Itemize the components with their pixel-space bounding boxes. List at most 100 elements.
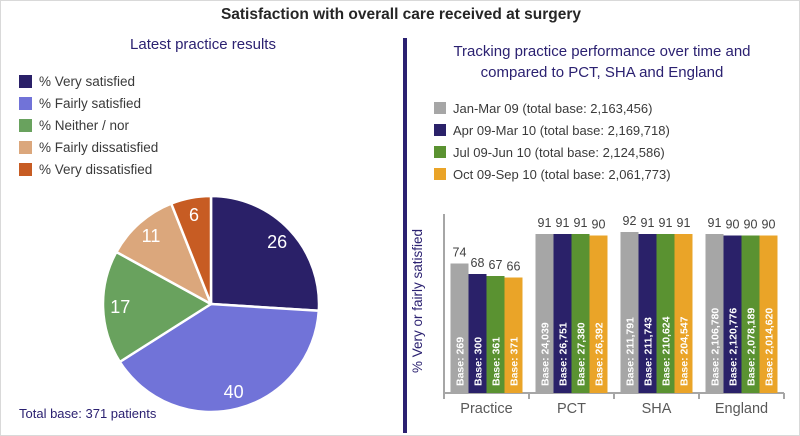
pie-legend-item: % Very satisfied [19, 70, 158, 92]
bar-legend-item: Jul 09-Jun 10 (total base: 2,124,586) [434, 141, 671, 163]
y-axis-title: % Very or fairly satisfied [411, 229, 425, 373]
legend-swatch-icon [434, 102, 446, 114]
pie-legend-label: % Neither / nor [39, 117, 130, 133]
bar-value-label: 91 [659, 216, 673, 230]
bar-base-label: Base: 26,751 [558, 322, 570, 386]
bar-panel-title-line2: compared to PCT, SHA and England [480, 64, 724, 81]
bar-value-label: 91 [641, 216, 655, 230]
bar-value-label: 90 [744, 218, 758, 232]
bar [759, 235, 778, 393]
legend-swatch-icon [434, 168, 446, 180]
bar [705, 233, 724, 394]
bar-panel-title: Tracking practice performance over time … [407, 41, 797, 83]
bar-base-label: Base: 26,392 [594, 322, 606, 386]
bar-legend-label: Jan-Mar 09 (total base: 2,163,456) [453, 100, 653, 116]
bar [468, 274, 487, 393]
panel-divider [403, 38, 407, 433]
pie-legend: % Very satisfied % Fairly satisfied % Neit… [19, 70, 158, 180]
bar-base-label: Base: 2,014,620 [764, 308, 776, 386]
bar-value-label: 91 [677, 216, 691, 230]
pie-legend-label: % Fairly dissatisfied [39, 139, 159, 155]
bar-legend-label: Jul 09-Jun 10 (total base: 2,124,586) [453, 144, 665, 160]
bar [674, 233, 693, 394]
pie-legend-item: % Fairly dissatisfied [19, 136, 158, 158]
pie-slice-label: 26 [267, 232, 287, 252]
bar-value-label: 90 [726, 218, 740, 232]
bar-base-label: Base: 361 [491, 337, 503, 386]
pie-panel-title: Latest practice results [130, 36, 276, 53]
pie-slice [101, 250, 213, 364]
bar-legend-item: Apr 09-Mar 10 (total base: 2,169,718) [434, 119, 671, 141]
pie-legend-label: % Very satisfied [39, 73, 136, 89]
bar [723, 235, 742, 393]
pie-legend-item: % Neither / nor [19, 114, 158, 136]
pie-legend-label: % Fairly satisfied [39, 95, 142, 111]
bar-base-label: Base: 2,120,776 [728, 308, 740, 386]
bar-base-label: Base: 269 [455, 337, 467, 386]
bar [656, 233, 675, 394]
pie-total-base: Total base: 371 patients [19, 406, 157, 421]
bar-base-label: Base: 210,624 [661, 316, 673, 386]
pie-slice-label: 11 [142, 226, 161, 246]
bar-value-label: 91 [538, 216, 552, 230]
bar-value-label: 66 [507, 260, 521, 274]
bar-value-label: 68 [471, 256, 485, 270]
legend-swatch-icon [19, 162, 32, 176]
category-label: PCT [557, 401, 586, 417]
bar-base-label: Base: 2,078,189 [746, 308, 758, 386]
bar [741, 235, 760, 393]
bar-base-label: Base: 27,380 [576, 322, 588, 386]
category-label: Practice [460, 401, 512, 417]
bar [486, 275, 505, 394]
bar [571, 233, 590, 394]
category-label: England [715, 401, 768, 417]
pie-slice-label: 40 [224, 382, 244, 402]
bar [504, 277, 523, 393]
bar [535, 233, 554, 394]
legend-swatch-icon [434, 124, 446, 136]
legend-swatch-icon [19, 118, 32, 132]
bar-legend-item: Oct 09-Sep 10 (total base: 2,061,773) [434, 163, 671, 185]
legend-swatch-icon [19, 96, 32, 110]
bar-value-label: 90 [592, 218, 606, 232]
bar-base-label: Base: 300 [473, 337, 485, 386]
bar-base-label: Base: 204,547 [679, 316, 691, 386]
category-label: SHA [642, 401, 672, 417]
bar-legend: Jan-Mar 09 (total base: 2,163,456) Apr 09… [434, 97, 671, 185]
pie-chart: 26 40 17 11 6 [101, 194, 321, 414]
pie-slice [169, 194, 213, 306]
bar-legend-label: Oct 09-Sep 10 (total base: 2,061,773) [453, 166, 671, 182]
bar-value-label: 91 [556, 216, 570, 230]
legend-swatch-icon [434, 146, 446, 158]
bar [589, 235, 608, 393]
bar-legend-label: Apr 09-Mar 10 (total base: 2,169,718) [453, 122, 670, 138]
bar-panel-title-line1: Tracking practice performance over time … [453, 43, 751, 60]
pie-legend-label: % Very dissatisfied [39, 161, 153, 177]
page-title: Satisfaction with overall care received … [220, 6, 582, 23]
bar-value-label: 91 [574, 216, 588, 230]
bar-base-label: Base: 371 [509, 337, 521, 386]
bar-base-label: Base: 2,106,780 [710, 308, 722, 386]
bar-base-label: Base: 211,743 [643, 317, 655, 386]
bar [638, 233, 657, 394]
bar-value-label: 92 [623, 214, 637, 228]
bar [450, 263, 469, 393]
bar [620, 232, 639, 393]
bar [553, 233, 572, 394]
pie-slice-label: 6 [189, 205, 199, 225]
pie-slice [115, 202, 213, 306]
bar-value-label: 90 [762, 218, 776, 232]
bar-value-label: 74 [453, 246, 467, 260]
bar-base-label: Base: 24,039 [540, 322, 552, 386]
legend-swatch-icon [19, 74, 32, 88]
bar-base-label: Base: 211,791 [625, 317, 637, 386]
legend-swatch-icon [19, 140, 32, 154]
bar-value-label: 67 [489, 258, 503, 272]
bar-value-label: 91 [708, 216, 722, 230]
bar-legend-item: Jan-Mar 09 (total base: 2,163,456) [434, 97, 671, 119]
pie-legend-item: % Fairly satisfied [19, 92, 158, 114]
pie-legend-item: % Very dissatisfied [19, 158, 158, 180]
bar-chart: 74 Base: 269 68 Base: 300 67 Base: 361 66 Base:… [411, 214, 785, 417]
pie-slice-label: 17 [110, 297, 130, 317]
